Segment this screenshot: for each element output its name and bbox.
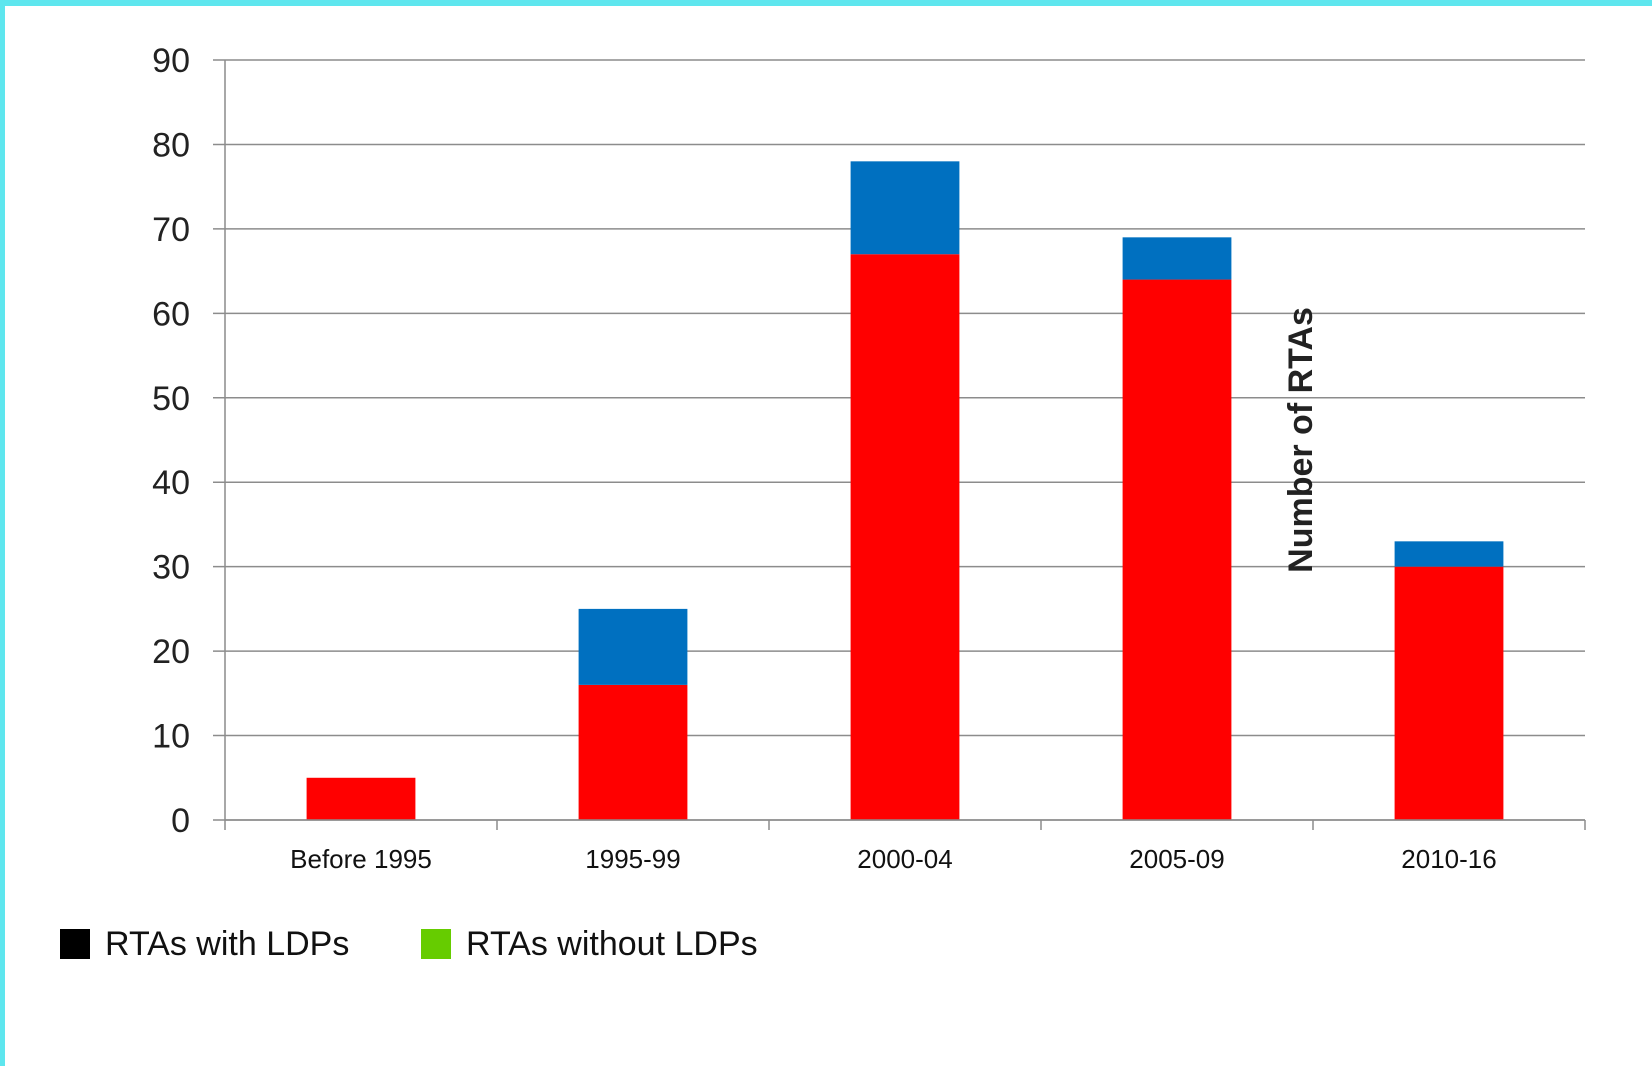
y-tick-label-30: 30 — [152, 549, 190, 587]
top-border-strip — [0, 0, 1652, 6]
y-tick-label-70: 70 — [152, 211, 190, 249]
bar-without-ldps-4 — [1394, 541, 1504, 567]
x-tick-label-4: 2010-16 — [1401, 844, 1496, 874]
bar-with-ldps-3 — [1122, 279, 1232, 820]
y-tick-label-50: 50 — [152, 380, 190, 418]
bar-with-ldps-0 — [306, 777, 416, 820]
bar-without-ldps-2 — [850, 161, 960, 255]
legend-label-1: RTAs without LDPs — [466, 925, 758, 963]
y-tick-label-90: 90 — [152, 42, 190, 80]
legend-label-0: RTAs with LDPs — [105, 925, 349, 963]
y-tick-label-80: 80 — [152, 126, 190, 164]
bar-with-ldps-1 — [578, 684, 688, 820]
x-tick-label-3: 2005-09 — [1129, 844, 1224, 874]
legend: RTAs with LDPs RTAs without LDPs — [60, 925, 758, 963]
axes: 0 10 20 30 40 50 60 70 80 90 Before 1995 1995-99 200… — [152, 42, 1586, 874]
left-border-strip — [0, 0, 5, 1066]
bar-with-ldps-4 — [1394, 566, 1504, 820]
y-tick-label-0: 0 — [171, 802, 190, 840]
y-tick-label-10: 10 — [152, 718, 190, 756]
y-tick-label-40: 40 — [152, 464, 190, 502]
bar-without-ldps-3 — [1122, 237, 1232, 280]
y-tick-label-20: 20 — [152, 633, 190, 671]
bar-with-ldps-2 — [850, 254, 960, 820]
x-tick-label-2: 2000-04 — [857, 844, 952, 874]
x-tick-label-1: 1995-99 — [585, 844, 680, 874]
bars — [306, 161, 1504, 820]
legend-swatch-1 — [421, 929, 451, 959]
y-tick-label-60: 60 — [152, 295, 190, 333]
y-axis-title: Number of RTAs — [1282, 307, 1320, 573]
bar-without-ldps-1 — [578, 608, 688, 685]
legend-swatch-0 — [60, 929, 90, 959]
x-tick-label-0: Before 1995 — [290, 844, 432, 874]
